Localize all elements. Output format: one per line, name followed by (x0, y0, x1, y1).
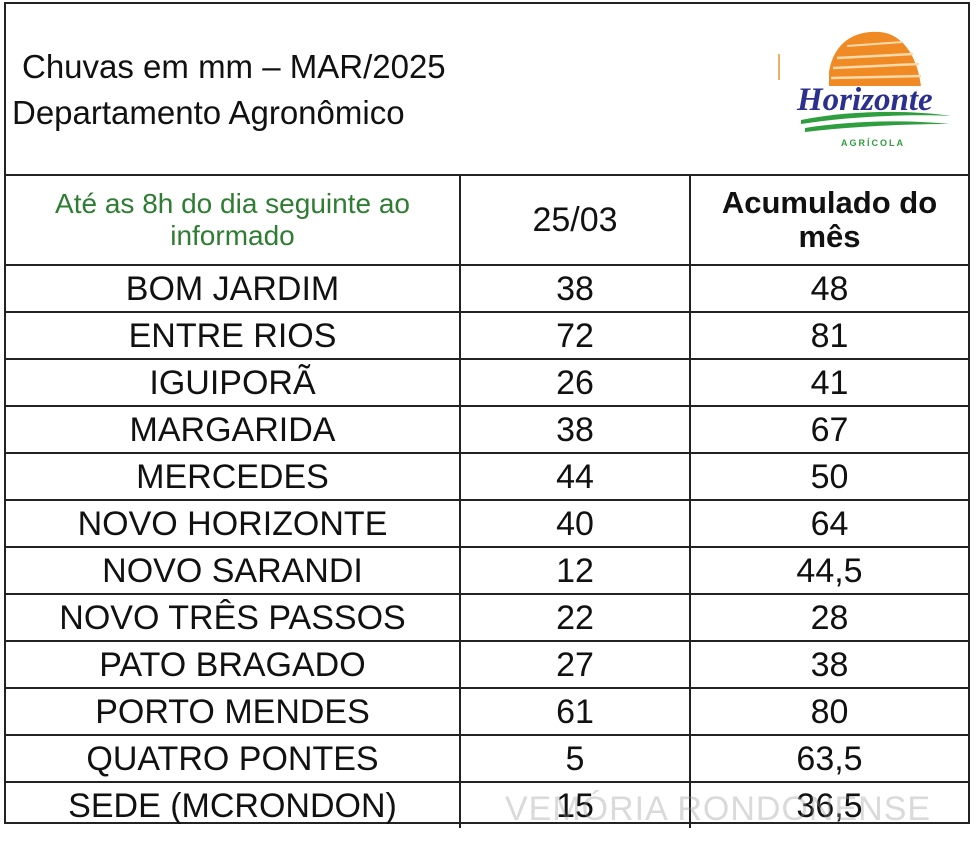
cell-place: ENTRE RIOS (6, 311, 461, 360)
table-row: NOVO HORIZONTE 40 64 (6, 499, 968, 548)
table-row: MERCEDES 44 50 (6, 452, 968, 501)
cell-month: 64 (689, 499, 968, 548)
cell-place: MERCEDES (6, 452, 461, 501)
cell-day: 61 (459, 687, 691, 736)
table-row: IGUIPORÃ 26 41 (6, 358, 968, 407)
cell-month: 38 (689, 640, 968, 689)
table-row: ENTRE RIOS 72 81 (6, 311, 968, 360)
swoosh-icon (801, 111, 951, 132)
col-header-accumulated: Acumulado do mês (689, 176, 968, 266)
cell-month: 44,5 (689, 546, 968, 595)
cell-month: 48 (689, 264, 968, 313)
table-row: QUATRO PONTES 5 63,5 (6, 734, 968, 783)
cell-day: 44 (459, 452, 691, 501)
cell-day: 27 (459, 640, 691, 689)
cell-day: 38 (459, 264, 691, 313)
cell-day: 72 (459, 311, 691, 360)
table-row: NOVO TRÊS PASSOS 22 28 (6, 593, 968, 642)
cell-day: 5 (459, 734, 691, 783)
cell-month: 41 (689, 358, 968, 407)
table-row: SEDE (MCRONDON) 15 36,5 (6, 781, 968, 828)
cell-place: NOVO TRÊS PASSOS (6, 593, 461, 642)
table-row: MARGARIDA 38 67 (6, 405, 968, 454)
cell-place: NOVO HORIZONTE (6, 499, 461, 548)
page-title: Chuvas em mm – MAR/2025 (22, 48, 446, 85)
cell-place: MARGARIDA (6, 405, 461, 454)
col-header-date: 25/03 (459, 176, 691, 266)
table-row: NOVO SARANDI 12 44,5 (6, 546, 968, 595)
table-row: BOM JARDIM 38 48 (6, 264, 968, 313)
cell-day: 15 (459, 781, 691, 828)
cell-day: 22 (459, 593, 691, 642)
cell-place: BOM JARDIM (6, 264, 461, 313)
sheet-header: Chuvas em mm – MAR/2025 Departamento Agr… (6, 4, 968, 176)
cell-month: 28 (689, 593, 968, 642)
table-header-row: Até as 8h do dia seguinte ao informado 2… (6, 176, 968, 266)
cell-month: 80 (689, 687, 968, 736)
logo-subtitle: AGRÍCOLA (841, 138, 905, 148)
cell-place: NOVO SARANDI (6, 546, 461, 595)
cell-day: 38 (459, 405, 691, 454)
cell-month: 63,5 (689, 734, 968, 783)
horizonte-logo: Horizonte AGRÍCOLA (778, 31, 951, 148)
cell-place: IGUIPORÃ (6, 358, 461, 407)
cell-place: SEDE (MCRONDON) (6, 781, 461, 828)
cell-place: QUATRO PONTES (6, 734, 461, 783)
cell-month: 67 (689, 405, 968, 454)
cell-month: 36,5 (689, 781, 968, 828)
col-header-location: Até as 8h do dia seguinte ao informado (6, 176, 461, 266)
table-row: PORTO MENDES 61 80 (6, 687, 968, 736)
cell-month: 50 (689, 452, 968, 501)
cell-place: PORTO MENDES (6, 687, 461, 736)
cell-place: PATO BRAGADO (6, 640, 461, 689)
cell-day: 40 (459, 499, 691, 548)
table-row: PATO BRAGADO 27 38 (6, 640, 968, 689)
cell-month: 81 (689, 311, 968, 360)
sun-icon (829, 31, 922, 86)
watermark: VEMÓRIA RONDONENSE (505, 790, 932, 828)
logo-wordmark: Horizonte (796, 82, 933, 118)
rainfall-table: Até as 8h do dia seguinte ao informado 2… (6, 176, 968, 828)
rainfall-sheet: Chuvas em mm – MAR/2025 Departamento Agr… (4, 2, 970, 828)
cell-day: 26 (459, 358, 691, 407)
cell-day: 12 (459, 546, 691, 595)
page-subtitle: Departamento Agronômico (12, 94, 405, 131)
